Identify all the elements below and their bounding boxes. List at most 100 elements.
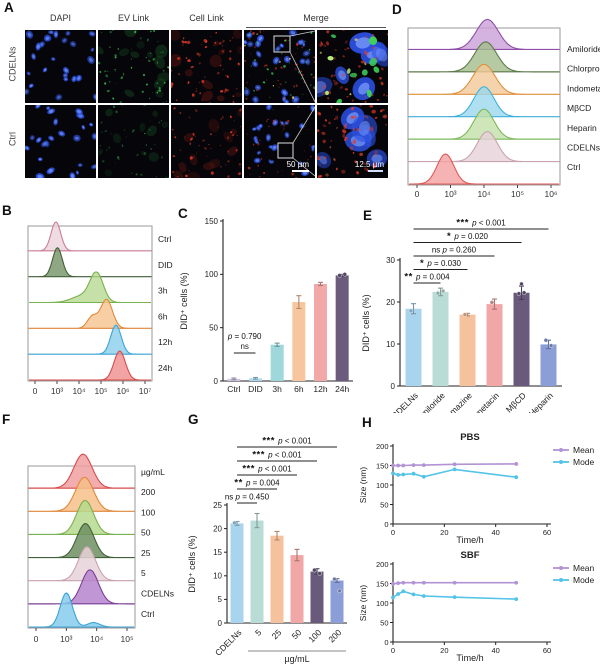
svg-text:0: 0: [391, 528, 395, 537]
svg-text:Chlorpromazine: Chlorpromazine: [567, 64, 600, 74]
svg-text:100: 100: [376, 481, 389, 490]
svg-text:PBS: PBS: [460, 432, 480, 443]
micrograph-ctrl-col3: 50 µm: [244, 105, 315, 178]
svg-text:Size (nm): Size (nm): [358, 467, 368, 504]
svg-text:12h: 12h: [158, 337, 172, 347]
svg-text:Mode: Mode: [573, 575, 595, 585]
panel-b-timecourse-histograms: B 0 10³ 10⁴ 10⁵ 10⁶ 10⁷ Ctrl DID 3h 6h 12h 24h: [0, 203, 195, 408]
svg-text:10⁵: 10⁵: [95, 386, 108, 396]
panel-h-sbf-line-chart: SBF 0 50 100 150 200 0 20 40 60 Time/h Size (nm) Mea…: [355, 548, 600, 664]
svg-text:10⁴: 10⁴: [90, 634, 103, 644]
svg-text:10⁵: 10⁵: [121, 634, 134, 644]
svg-text:100: 100: [141, 507, 155, 517]
svg-text:0: 0: [391, 646, 395, 655]
column-header-ev-link: EV Link: [117, 13, 150, 23]
micrograph-ctrl-col1: [98, 105, 169, 178]
svg-text:200: 200: [326, 627, 343, 644]
svg-text:DID: DID: [248, 384, 263, 394]
svg-text:Ctrl: Ctrl: [141, 609, 154, 619]
svg-text:** p = 0.004: ** p = 0.004: [404, 272, 450, 283]
svg-text:0: 0: [415, 189, 420, 199]
svg-text:DID⁺ cells (%): DID⁺ cells (%): [187, 535, 197, 592]
panel-b-label: B: [2, 203, 12, 218]
svg-text:DID: DID: [158, 260, 173, 270]
svg-text:ns p = 0.450: ns p = 0.450: [225, 493, 270, 502]
column-header-dapi: DAPI: [49, 13, 71, 23]
svg-text:200: 200: [376, 560, 389, 569]
panel-a-label: A: [4, 0, 14, 15]
svg-text:*** p < 0.001: *** p < 0.001: [456, 218, 506, 229]
panel-h-label: H: [362, 415, 372, 430]
svg-text:20: 20: [440, 646, 448, 655]
svg-text:40: 40: [491, 528, 499, 537]
row-label-cdelns: CDELNs: [7, 46, 18, 82]
svg-text:DID⁺ cells (%): DID⁺ cells (%): [179, 272, 189, 329]
svg-text:20: 20: [213, 524, 222, 533]
svg-text:10⁴: 10⁴: [72, 386, 85, 396]
svg-text:0: 0: [33, 386, 38, 396]
panel-g-label: G: [188, 412, 199, 427]
micrograph-cdelns-col0: [25, 30, 96, 103]
svg-text:µg/mL: µg/mL: [141, 467, 165, 477]
svg-text:10⁴: 10⁴: [477, 189, 490, 199]
column-header-merge: Merge: [303, 13, 329, 23]
svg-text:50: 50: [209, 323, 218, 332]
svg-text:60: 60: [543, 646, 551, 655]
svg-text:Mean: Mean: [573, 445, 595, 455]
svg-text:Time/h: Time/h: [456, 535, 483, 545]
svg-text:0: 0: [214, 377, 219, 386]
svg-text:*** p < 0.001: *** p < 0.001: [262, 436, 312, 447]
svg-text:10³: 10³: [60, 634, 72, 644]
svg-text:MβCD: MβCD: [567, 103, 591, 113]
svg-text:50: 50: [380, 618, 388, 627]
svg-text:5: 5: [253, 627, 264, 638]
svg-text:30: 30: [386, 256, 395, 265]
svg-text:µg/mL: µg/mL: [284, 654, 309, 664]
svg-text:0: 0: [384, 520, 388, 529]
svg-text:25: 25: [213, 501, 222, 510]
panel-f-dose-histograms: F 0 10³ 10⁴ 10⁵ µg/mL 200 100 50 25 5 CDELNs Ctrl: [0, 408, 185, 668]
svg-text:10⁶: 10⁶: [117, 386, 130, 396]
svg-text:Mode: Mode: [573, 457, 595, 467]
svg-text:6h: 6h: [158, 311, 168, 321]
svg-text:60: 60: [543, 528, 551, 537]
svg-text:200: 200: [376, 442, 389, 451]
svg-text:12h: 12h: [313, 384, 327, 394]
micrograph-cdelns-col1: [98, 30, 169, 103]
svg-text:CDELNs: CDELNs: [141, 589, 174, 599]
svg-text:DID⁺ cells (%): DID⁺ cells (%): [361, 294, 371, 351]
svg-text:50: 50: [380, 500, 388, 509]
svg-text:20: 20: [440, 528, 448, 537]
svg-text:3h: 3h: [158, 286, 168, 296]
panel-c-bar-chart: 0 50 100 150 DID⁺ cells (%) Ctrl DID 3h 6h 12h 24h…: [175, 203, 360, 408]
svg-text:150: 150: [205, 217, 219, 226]
panel-h-pbs-line-chart: PBS 0 50 100 150 200 0 20 40 60 Time/h Size (nm) Mea…: [355, 430, 600, 546]
svg-text:100: 100: [376, 599, 389, 608]
svg-text:Ctrl: Ctrl: [567, 162, 580, 172]
svg-text:5: 5: [141, 568, 146, 578]
svg-text:100: 100: [205, 270, 219, 279]
svg-text:Heparin: Heparin: [567, 123, 597, 133]
svg-text:Amiloride: Amiloride: [567, 44, 600, 54]
svg-text:ns: ns: [240, 342, 248, 351]
svg-text:10⁵: 10⁵: [511, 189, 524, 199]
panel-d-inhibitor-histograms: D 0 10³ 10⁴ 10⁵ 10⁶ Amiloride Chlorpromazine In…: [390, 0, 600, 200]
svg-text:CDELNs: CDELNs: [213, 627, 243, 657]
svg-text:200: 200: [141, 487, 155, 497]
svg-text:10: 10: [213, 572, 222, 581]
svg-text:ns p = 0.260: ns p = 0.260: [432, 246, 477, 255]
svg-text:3h: 3h: [272, 384, 282, 394]
svg-text:50: 50: [290, 627, 304, 641]
svg-text:CDELNs: CDELNs: [567, 143, 600, 153]
svg-text:10: 10: [386, 340, 395, 349]
svg-text:50 µm: 50 µm: [287, 160, 310, 169]
panel-c-timecourse-bars: C 0 50 100 150 DID⁺ cells (%) Ctrl DID 3h 6h 12h 2…: [175, 203, 360, 408]
svg-text:Size (nm): Size (nm): [358, 585, 368, 622]
svg-text:0: 0: [384, 638, 388, 647]
svg-text:100: 100: [306, 627, 323, 644]
micrograph-ctrl-col2: [171, 105, 242, 178]
svg-text:150: 150: [376, 461, 389, 470]
svg-text:50: 50: [141, 528, 151, 538]
svg-text:25: 25: [141, 548, 151, 558]
